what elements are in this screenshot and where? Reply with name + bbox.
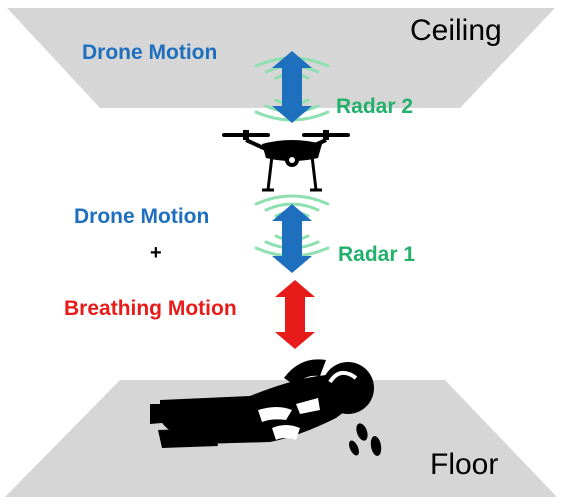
plus-label: + (150, 242, 162, 264)
radar-2-label: Radar 2 (336, 95, 414, 118)
breathing-motion-arrow-icon (275, 280, 315, 349)
lying-person-icon (150, 359, 382, 456)
drone-motion-arrow-mid-icon (272, 204, 312, 273)
breathing-motion-label: Breathing Motion (64, 297, 237, 320)
drone-motion-arrow-top-icon (272, 51, 312, 123)
drone-motion-mid-label: Drone Motion (74, 205, 210, 228)
radar-1-label: Radar 1 (338, 243, 416, 266)
quadcopter-drone-icon (222, 130, 350, 192)
floor-label: Floor (430, 448, 499, 481)
drone-motion-top-label: Drone Motion (82, 41, 218, 64)
ceiling-label: Ceiling (410, 14, 502, 47)
